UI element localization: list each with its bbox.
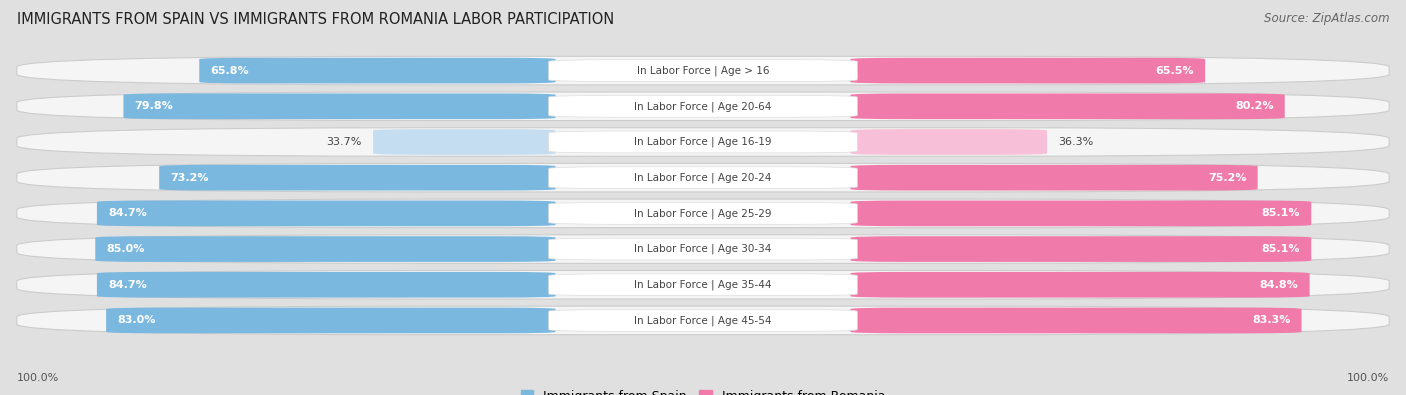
FancyBboxPatch shape [17, 271, 1389, 299]
FancyBboxPatch shape [851, 58, 1205, 83]
Text: 100.0%: 100.0% [17, 373, 59, 383]
Text: 65.8%: 65.8% [211, 66, 249, 75]
Text: In Labor Force | Age 16-19: In Labor Force | Age 16-19 [634, 137, 772, 147]
FancyBboxPatch shape [548, 60, 858, 81]
Text: In Labor Force | Age 20-24: In Labor Force | Age 20-24 [634, 173, 772, 183]
Text: IMMIGRANTS FROM SPAIN VS IMMIGRANTS FROM ROMANIA LABOR PARTICIPATION: IMMIGRANTS FROM SPAIN VS IMMIGRANTS FROM… [17, 12, 614, 27]
FancyBboxPatch shape [548, 95, 858, 117]
Text: 85.1%: 85.1% [1261, 244, 1301, 254]
Text: 85.0%: 85.0% [107, 244, 145, 254]
FancyBboxPatch shape [548, 310, 858, 331]
FancyBboxPatch shape [159, 165, 555, 190]
FancyBboxPatch shape [851, 94, 1285, 119]
Legend: Immigrants from Spain, Immigrants from Romania: Immigrants from Spain, Immigrants from R… [520, 389, 886, 395]
FancyBboxPatch shape [548, 274, 858, 296]
Text: 84.8%: 84.8% [1260, 280, 1299, 290]
Text: In Labor Force | Age > 16: In Labor Force | Age > 16 [637, 65, 769, 76]
Text: In Labor Force | Age 30-34: In Labor Force | Age 30-34 [634, 244, 772, 254]
Text: 84.7%: 84.7% [108, 280, 146, 290]
FancyBboxPatch shape [548, 203, 858, 224]
Text: In Labor Force | Age 20-64: In Labor Force | Age 20-64 [634, 101, 772, 111]
FancyBboxPatch shape [373, 129, 555, 155]
FancyBboxPatch shape [97, 201, 555, 226]
FancyBboxPatch shape [17, 306, 1389, 335]
Text: Source: ZipAtlas.com: Source: ZipAtlas.com [1264, 12, 1389, 25]
FancyBboxPatch shape [851, 272, 1309, 297]
FancyBboxPatch shape [548, 131, 858, 153]
FancyBboxPatch shape [105, 308, 555, 333]
FancyBboxPatch shape [851, 129, 1047, 155]
Text: 83.3%: 83.3% [1253, 316, 1291, 325]
FancyBboxPatch shape [97, 272, 555, 297]
FancyBboxPatch shape [17, 92, 1389, 120]
FancyBboxPatch shape [548, 167, 858, 188]
FancyBboxPatch shape [96, 236, 555, 262]
Text: In Labor Force | Age 25-29: In Labor Force | Age 25-29 [634, 208, 772, 218]
FancyBboxPatch shape [17, 199, 1389, 228]
FancyBboxPatch shape [17, 235, 1389, 263]
Text: 36.3%: 36.3% [1059, 137, 1094, 147]
FancyBboxPatch shape [17, 56, 1389, 85]
Text: In Labor Force | Age 35-44: In Labor Force | Age 35-44 [634, 280, 772, 290]
Text: 79.8%: 79.8% [135, 101, 173, 111]
Text: 80.2%: 80.2% [1236, 101, 1274, 111]
Text: 83.0%: 83.0% [117, 316, 156, 325]
Text: 73.2%: 73.2% [170, 173, 208, 182]
FancyBboxPatch shape [17, 128, 1389, 156]
FancyBboxPatch shape [851, 236, 1312, 262]
Text: 65.5%: 65.5% [1156, 66, 1194, 75]
FancyBboxPatch shape [851, 308, 1302, 333]
Text: In Labor Force | Age 45-54: In Labor Force | Age 45-54 [634, 315, 772, 326]
Text: 85.1%: 85.1% [1261, 209, 1301, 218]
FancyBboxPatch shape [17, 164, 1389, 192]
FancyBboxPatch shape [124, 94, 555, 119]
Text: 100.0%: 100.0% [1347, 373, 1389, 383]
FancyBboxPatch shape [548, 238, 858, 260]
Text: 84.7%: 84.7% [108, 209, 146, 218]
Text: 75.2%: 75.2% [1208, 173, 1247, 182]
FancyBboxPatch shape [851, 201, 1312, 226]
Text: 33.7%: 33.7% [326, 137, 363, 147]
FancyBboxPatch shape [851, 165, 1257, 190]
FancyBboxPatch shape [200, 58, 555, 83]
